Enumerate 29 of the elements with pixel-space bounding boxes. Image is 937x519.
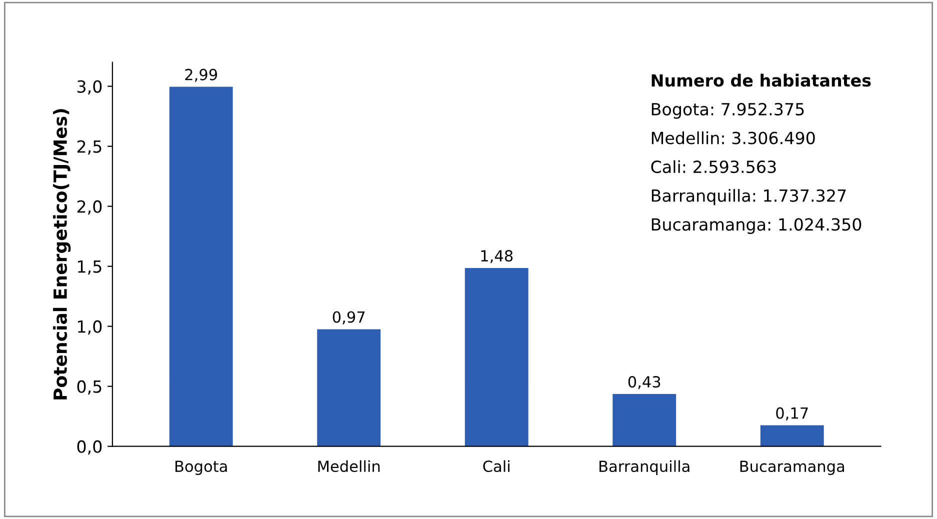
x-tick-label: Cali <box>483 460 510 472</box>
bar <box>760 425 824 446</box>
data-label: 1,48 <box>481 250 513 264</box>
y-tick-label: 3,0 <box>77 80 102 95</box>
annotation: Numero de habiatantes <box>652 74 871 87</box>
annotation: Bogota: 7.952.375 <box>652 102 804 119</box>
data-label: 0,97 <box>332 311 365 324</box>
annotation: Barranquilla: 1.737.327 <box>652 189 846 206</box>
x-tick-label: Medellin <box>318 460 380 472</box>
y-tick-label: 0,5 <box>77 380 102 395</box>
x-tick-label: Bucaramanga <box>740 460 844 476</box>
y-axis-title: Potencial Energetico(TJ/Mes) <box>53 109 71 400</box>
annotation: Cali: 2.593.563 <box>651 160 776 174</box>
bar <box>464 268 528 446</box>
y-tick-label: 1,5 <box>78 260 102 275</box>
bar <box>612 394 676 446</box>
y-tick-label: 1,0 <box>78 320 102 335</box>
x-tick-label: Barranquilla <box>600 460 690 476</box>
bar <box>169 86 233 446</box>
data-label: 0,17 <box>776 407 808 420</box>
annotation: Bucaramanga: 1.024.350 <box>652 218 862 234</box>
y-tick-label: 2,5 <box>77 140 102 155</box>
x-tick-label: Bogota <box>175 460 227 476</box>
y-tick-label: 0,0 <box>77 440 102 455</box>
y-tick-label: 2,0 <box>77 200 102 215</box>
bar <box>317 329 381 446</box>
data-label: 2,99 <box>185 68 218 82</box>
annotation: Medellin: 3.306.490 <box>652 131 815 144</box>
data-label: 0,43 <box>628 376 660 390</box>
